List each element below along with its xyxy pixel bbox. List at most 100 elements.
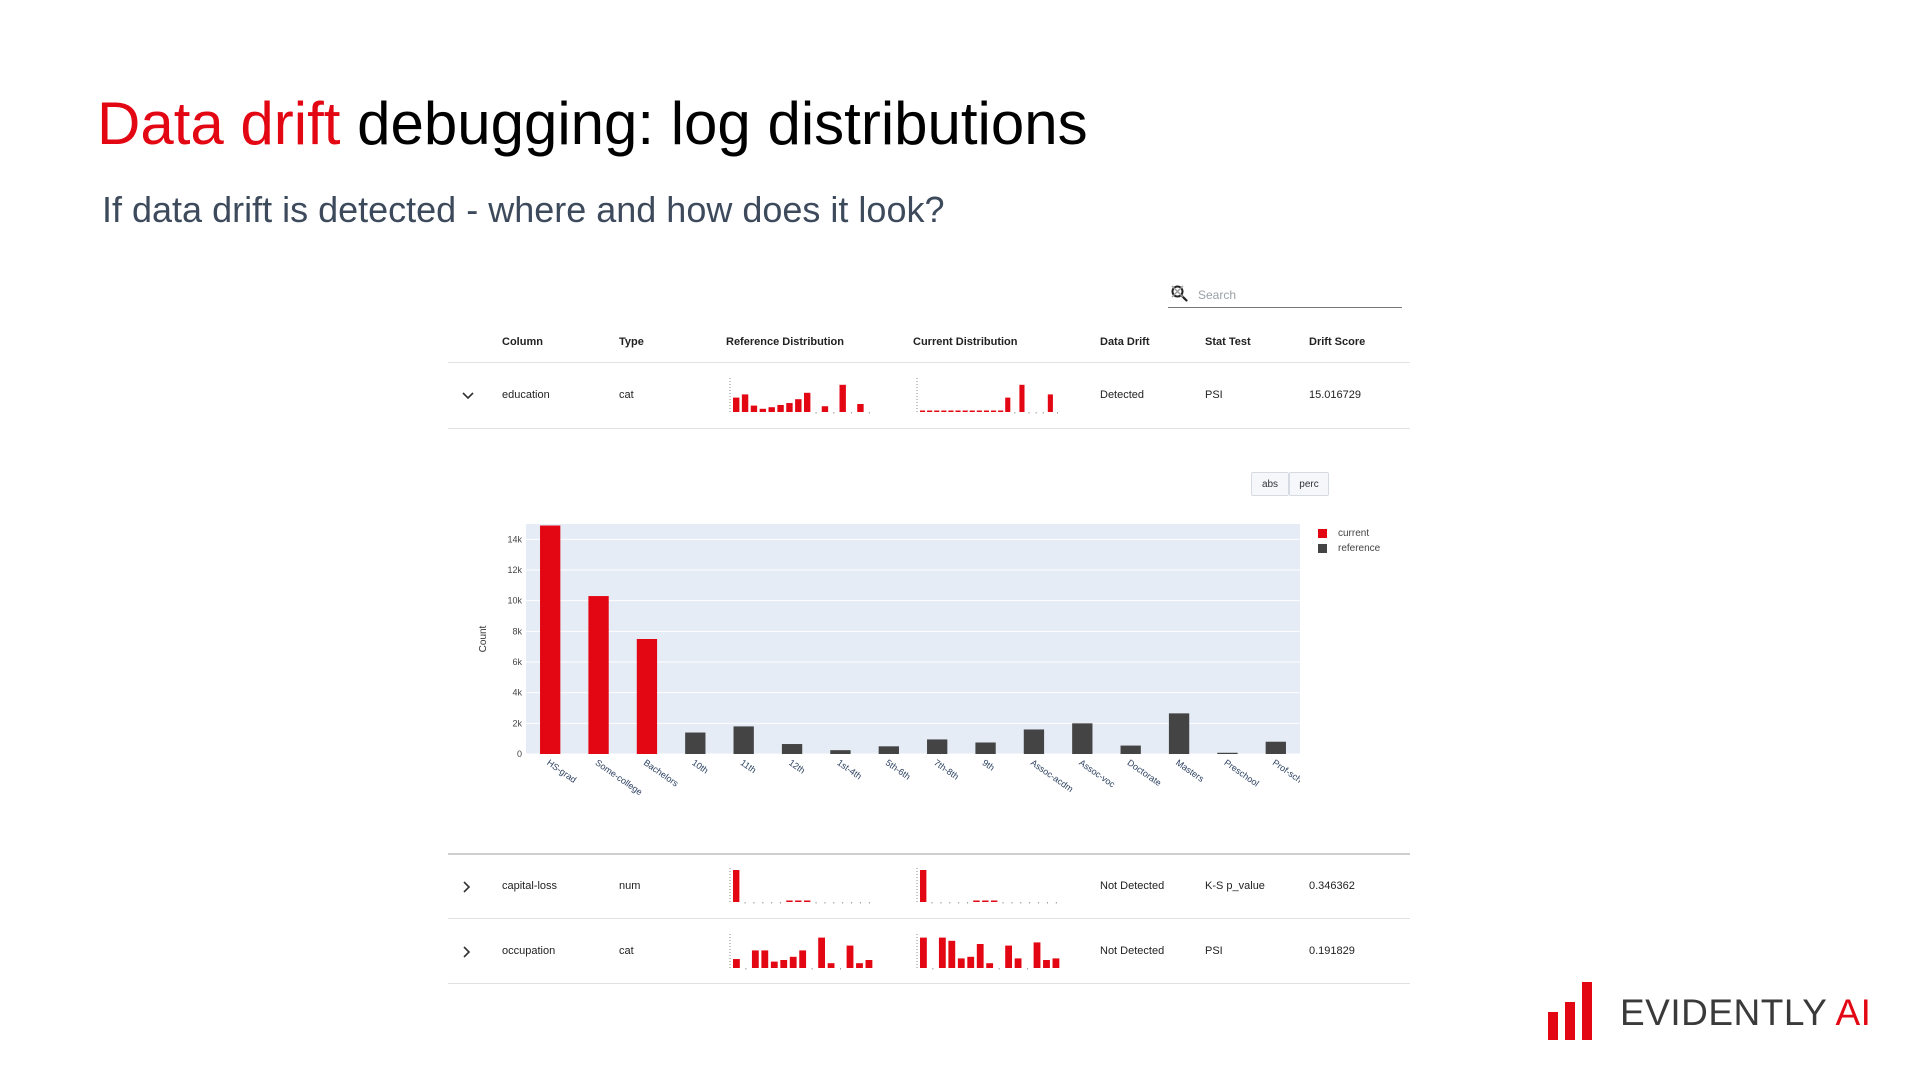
y-tick-label: 0 (517, 749, 522, 759)
bar-reference[interactable] (927, 739, 948, 754)
row-capital-loss-stat-test: K-S p_value (1205, 880, 1265, 892)
x-tick-label: 1st-4th (835, 757, 863, 781)
sparkline-bar (927, 410, 933, 412)
sparkline-bar (986, 963, 994, 968)
legend-item-reference[interactable]: reference (1318, 541, 1380, 556)
close-icon[interactable] (1171, 285, 1184, 298)
search-input[interactable] (1196, 284, 1370, 306)
sparkline-bar (920, 410, 926, 412)
header-drift-score: Drift Score (1309, 336, 1366, 348)
sparkline-tick (1042, 412, 1044, 414)
sparkline-bar (1005, 945, 1013, 968)
sparkline-bar (857, 404, 864, 412)
sparkline-bar (839, 384, 846, 412)
sparkline-tick (851, 902, 853, 904)
row-capital-loss-score: 0.346362 (1309, 880, 1355, 892)
bar-reference[interactable] (1168, 713, 1190, 754)
evidently-logo-text: EVIDENTLY AI (1620, 993, 1871, 1033)
distribution-bar-chart: 0 2k 4k 6k 8k 10k 12k 14k Count HS-grad Some-colle… (478, 524, 1300, 797)
legend-label-current: current (1338, 528, 1370, 539)
sparkline-tick (780, 902, 782, 904)
sparkline-bar (938, 937, 946, 968)
chevron-right-icon[interactable] (461, 880, 473, 894)
sparkline-bar (789, 956, 797, 968)
sparkline-bar (976, 410, 982, 412)
sparkline-bar (983, 410, 990, 412)
bar-reference[interactable] (685, 732, 706, 754)
abs-toggle-button[interactable]: abs (1251, 472, 1289, 496)
slide-title-accent: Data drift (97, 90, 341, 157)
slide-title-rest: debugging: log distributions (340, 90, 1088, 157)
sparkline-tick (1056, 412, 1058, 414)
chart-legend: current reference (1318, 526, 1380, 556)
row-education-type: cat (619, 389, 634, 401)
sparkline-bar (827, 963, 835, 968)
bar-reference[interactable] (1023, 729, 1045, 754)
search-box (1168, 281, 1402, 308)
evidently-logo-icon (1548, 982, 1592, 1040)
chevron-right-icon[interactable] (461, 945, 473, 959)
bar-reference[interactable] (1072, 723, 1093, 754)
bar-current[interactable] (540, 525, 561, 754)
sparkline-bar (998, 410, 1004, 412)
bar-reference[interactable] (1120, 745, 1141, 754)
sparkline-tick (815, 902, 817, 904)
bar-reference[interactable] (830, 750, 851, 754)
sparkline-bar (920, 870, 927, 902)
sparkline-bar (1033, 942, 1041, 968)
row-divider (448, 428, 1410, 429)
sparkline-tick (1046, 902, 1048, 904)
sparkline-bar (795, 900, 802, 902)
sparkline-tick (1035, 412, 1037, 414)
row-capital-loss-column: capital-loss (502, 880, 558, 892)
sparkline-tick (771, 902, 773, 904)
perc-toggle-button[interactable]: perc (1289, 472, 1329, 496)
current-distribution-sparkline (916, 378, 1058, 414)
sparkline-bar (761, 950, 769, 968)
sparkline-bar (750, 405, 758, 412)
sparkline-tick (1038, 902, 1040, 904)
sparkline-bar (818, 937, 826, 968)
sparkline-bar (1014, 958, 1022, 968)
header-divider (448, 362, 1410, 363)
sparkline-bar (786, 900, 793, 902)
sparkline-tick (833, 902, 835, 904)
chevron-down-icon[interactable] (461, 390, 475, 402)
bar-reference[interactable] (733, 726, 754, 754)
sparkline-tick (851, 412, 853, 414)
bar-current[interactable] (588, 596, 609, 754)
header-column: Column (502, 336, 543, 348)
x-tick-label: Masters (1174, 757, 1206, 784)
bar-reference[interactable] (1265, 741, 1286, 754)
bar-reference[interactable] (781, 744, 803, 754)
bar-current[interactable] (636, 639, 658, 754)
bar-reference[interactable] (1217, 752, 1238, 754)
sparkline-tick (1002, 902, 1004, 904)
row-occupation-type: cat (619, 945, 634, 957)
sparkline-tick (824, 902, 826, 904)
sparkline-bar (1019, 384, 1025, 412)
y-tick-label: 6k (512, 657, 522, 667)
sparkline-bar (991, 900, 998, 902)
x-tick-label: Assoc-acdm (1029, 757, 1075, 794)
sparkline-bar (962, 410, 968, 412)
legend-label-reference: reference (1338, 543, 1381, 554)
sparkline-bar (780, 960, 788, 968)
y-tick-label: 10k (507, 596, 522, 606)
bar-reference[interactable] (975, 742, 996, 755)
legend-item-current[interactable]: current (1318, 526, 1380, 541)
current-distribution-sparkline (916, 934, 1060, 970)
x-tick-label: 12th (787, 757, 807, 775)
row-education-column: education (502, 389, 550, 401)
sparkline-tick (753, 902, 755, 904)
sparkline-bar (934, 410, 940, 412)
x-tick-label: 10th (690, 757, 710, 775)
sparkline-tick (859, 902, 861, 904)
bar-reference[interactable] (878, 746, 899, 754)
row-education-score: 15.016729 (1309, 389, 1361, 401)
sparkline-bar (821, 406, 829, 412)
sparkline-tick (932, 968, 934, 970)
y-tick-label: 12k (507, 565, 522, 575)
sparkline-tick (1011, 902, 1013, 904)
sparkline-bar (804, 392, 811, 412)
